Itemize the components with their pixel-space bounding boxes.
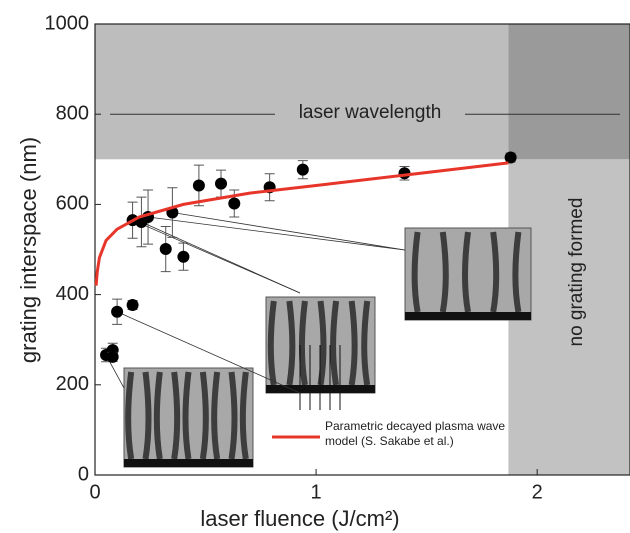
inset-stripe bbox=[364, 301, 367, 385]
inset-stripe bbox=[352, 301, 355, 385]
inset-stripe bbox=[465, 232, 468, 312]
data-point bbox=[228, 197, 240, 209]
inset-caption bbox=[405, 312, 531, 320]
y-tick-label: 600 bbox=[56, 193, 89, 215]
y-tick-label: 1000 bbox=[45, 12, 90, 34]
inset-stripe bbox=[186, 372, 189, 459]
legend-entry: Parametric decayed plasma wave model (S.… bbox=[325, 419, 520, 457]
annotation: laser wavelength bbox=[299, 102, 442, 123]
inset-stripe bbox=[146, 372, 149, 459]
inset-stripe bbox=[493, 232, 496, 312]
y-tick-label: 200 bbox=[56, 373, 89, 395]
y-tick-label: 800 bbox=[56, 102, 89, 124]
y-axis-title: grating interspace (nm) bbox=[16, 137, 41, 363]
x-tick-label: 1 bbox=[311, 481, 322, 503]
inset-stripe bbox=[232, 372, 235, 459]
annotation: no grating formed bbox=[566, 198, 587, 347]
x-tick-label: 2 bbox=[532, 481, 543, 503]
inset-stripe bbox=[289, 301, 292, 385]
inset-caption bbox=[124, 459, 253, 467]
y-tick-label: 0 bbox=[78, 463, 89, 485]
connector bbox=[172, 213, 405, 250]
inset-stripe bbox=[333, 301, 336, 385]
data-point bbox=[215, 178, 227, 190]
inset-stripe bbox=[321, 301, 324, 385]
inset-stripe bbox=[174, 372, 177, 459]
data-point bbox=[111, 306, 123, 318]
inset-stripe bbox=[214, 372, 217, 459]
chart: laser fluence (J/cm²) grating interspace… bbox=[0, 0, 630, 533]
legend-label: Parametric decayed plasma wave model (S.… bbox=[325, 419, 520, 449]
data-point bbox=[127, 299, 139, 311]
connector bbox=[148, 217, 405, 250]
data-point bbox=[297, 164, 309, 176]
inset-stripe bbox=[157, 372, 160, 459]
data-point bbox=[160, 243, 172, 255]
inset-stripe bbox=[271, 301, 274, 385]
data-point bbox=[177, 251, 189, 263]
data-point bbox=[107, 351, 119, 363]
data-point bbox=[193, 179, 205, 191]
inset-stripe bbox=[203, 372, 206, 459]
inset-stripe bbox=[443, 232, 446, 312]
wavelength-band bbox=[95, 24, 508, 159]
y-tick-label: 400 bbox=[56, 283, 89, 305]
inset-stripe bbox=[415, 232, 418, 312]
connector bbox=[141, 222, 300, 293]
inset-stripe bbox=[243, 372, 246, 459]
x-tick-label: 0 bbox=[89, 481, 100, 503]
inset-stripe bbox=[128, 372, 131, 459]
corner-region bbox=[508, 24, 630, 159]
inset-stripe bbox=[302, 301, 305, 385]
inset-stripe bbox=[515, 232, 518, 312]
x-axis-title: laser fluence (J/cm²) bbox=[200, 506, 399, 531]
